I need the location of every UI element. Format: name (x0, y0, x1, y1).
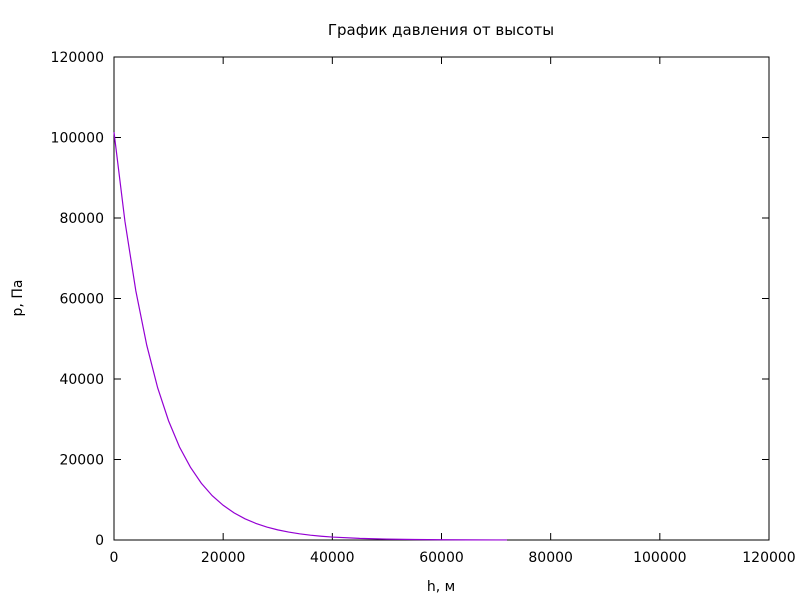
y-axis-title: p, Па (10, 280, 26, 317)
x-axis-title: h, м (427, 579, 455, 595)
x-tick-label: 40000 (310, 550, 355, 566)
y-tick-label: 60000 (59, 292, 104, 308)
y-axis: 0 20000 40000 60000 80000 100000 120000 (51, 50, 769, 549)
y-tick-label: 100000 (51, 131, 104, 147)
y-tick-label: 120000 (51, 50, 104, 66)
plot-frame (113, 56, 770, 541)
y-tick-label: 80000 (59, 211, 104, 227)
y-tick-label: 40000 (59, 372, 104, 388)
x-tick-label: 100000 (633, 550, 686, 566)
y-tick-label: 20000 (59, 453, 104, 469)
chart-title: График давления от высоты (328, 21, 554, 39)
pressure-curve-line (113, 132, 508, 541)
x-tick-label: 0 (110, 550, 119, 566)
y-tick-label: 0 (95, 533, 104, 549)
x-tick-label: 20000 (201, 550, 246, 566)
x-tick-label: 60000 (419, 550, 464, 566)
x-axis: 0 20000 40000 60000 80000 100000 120000 (110, 57, 796, 566)
x-tick-label: 80000 (528, 550, 573, 566)
x-tick-label: 120000 (742, 550, 795, 566)
